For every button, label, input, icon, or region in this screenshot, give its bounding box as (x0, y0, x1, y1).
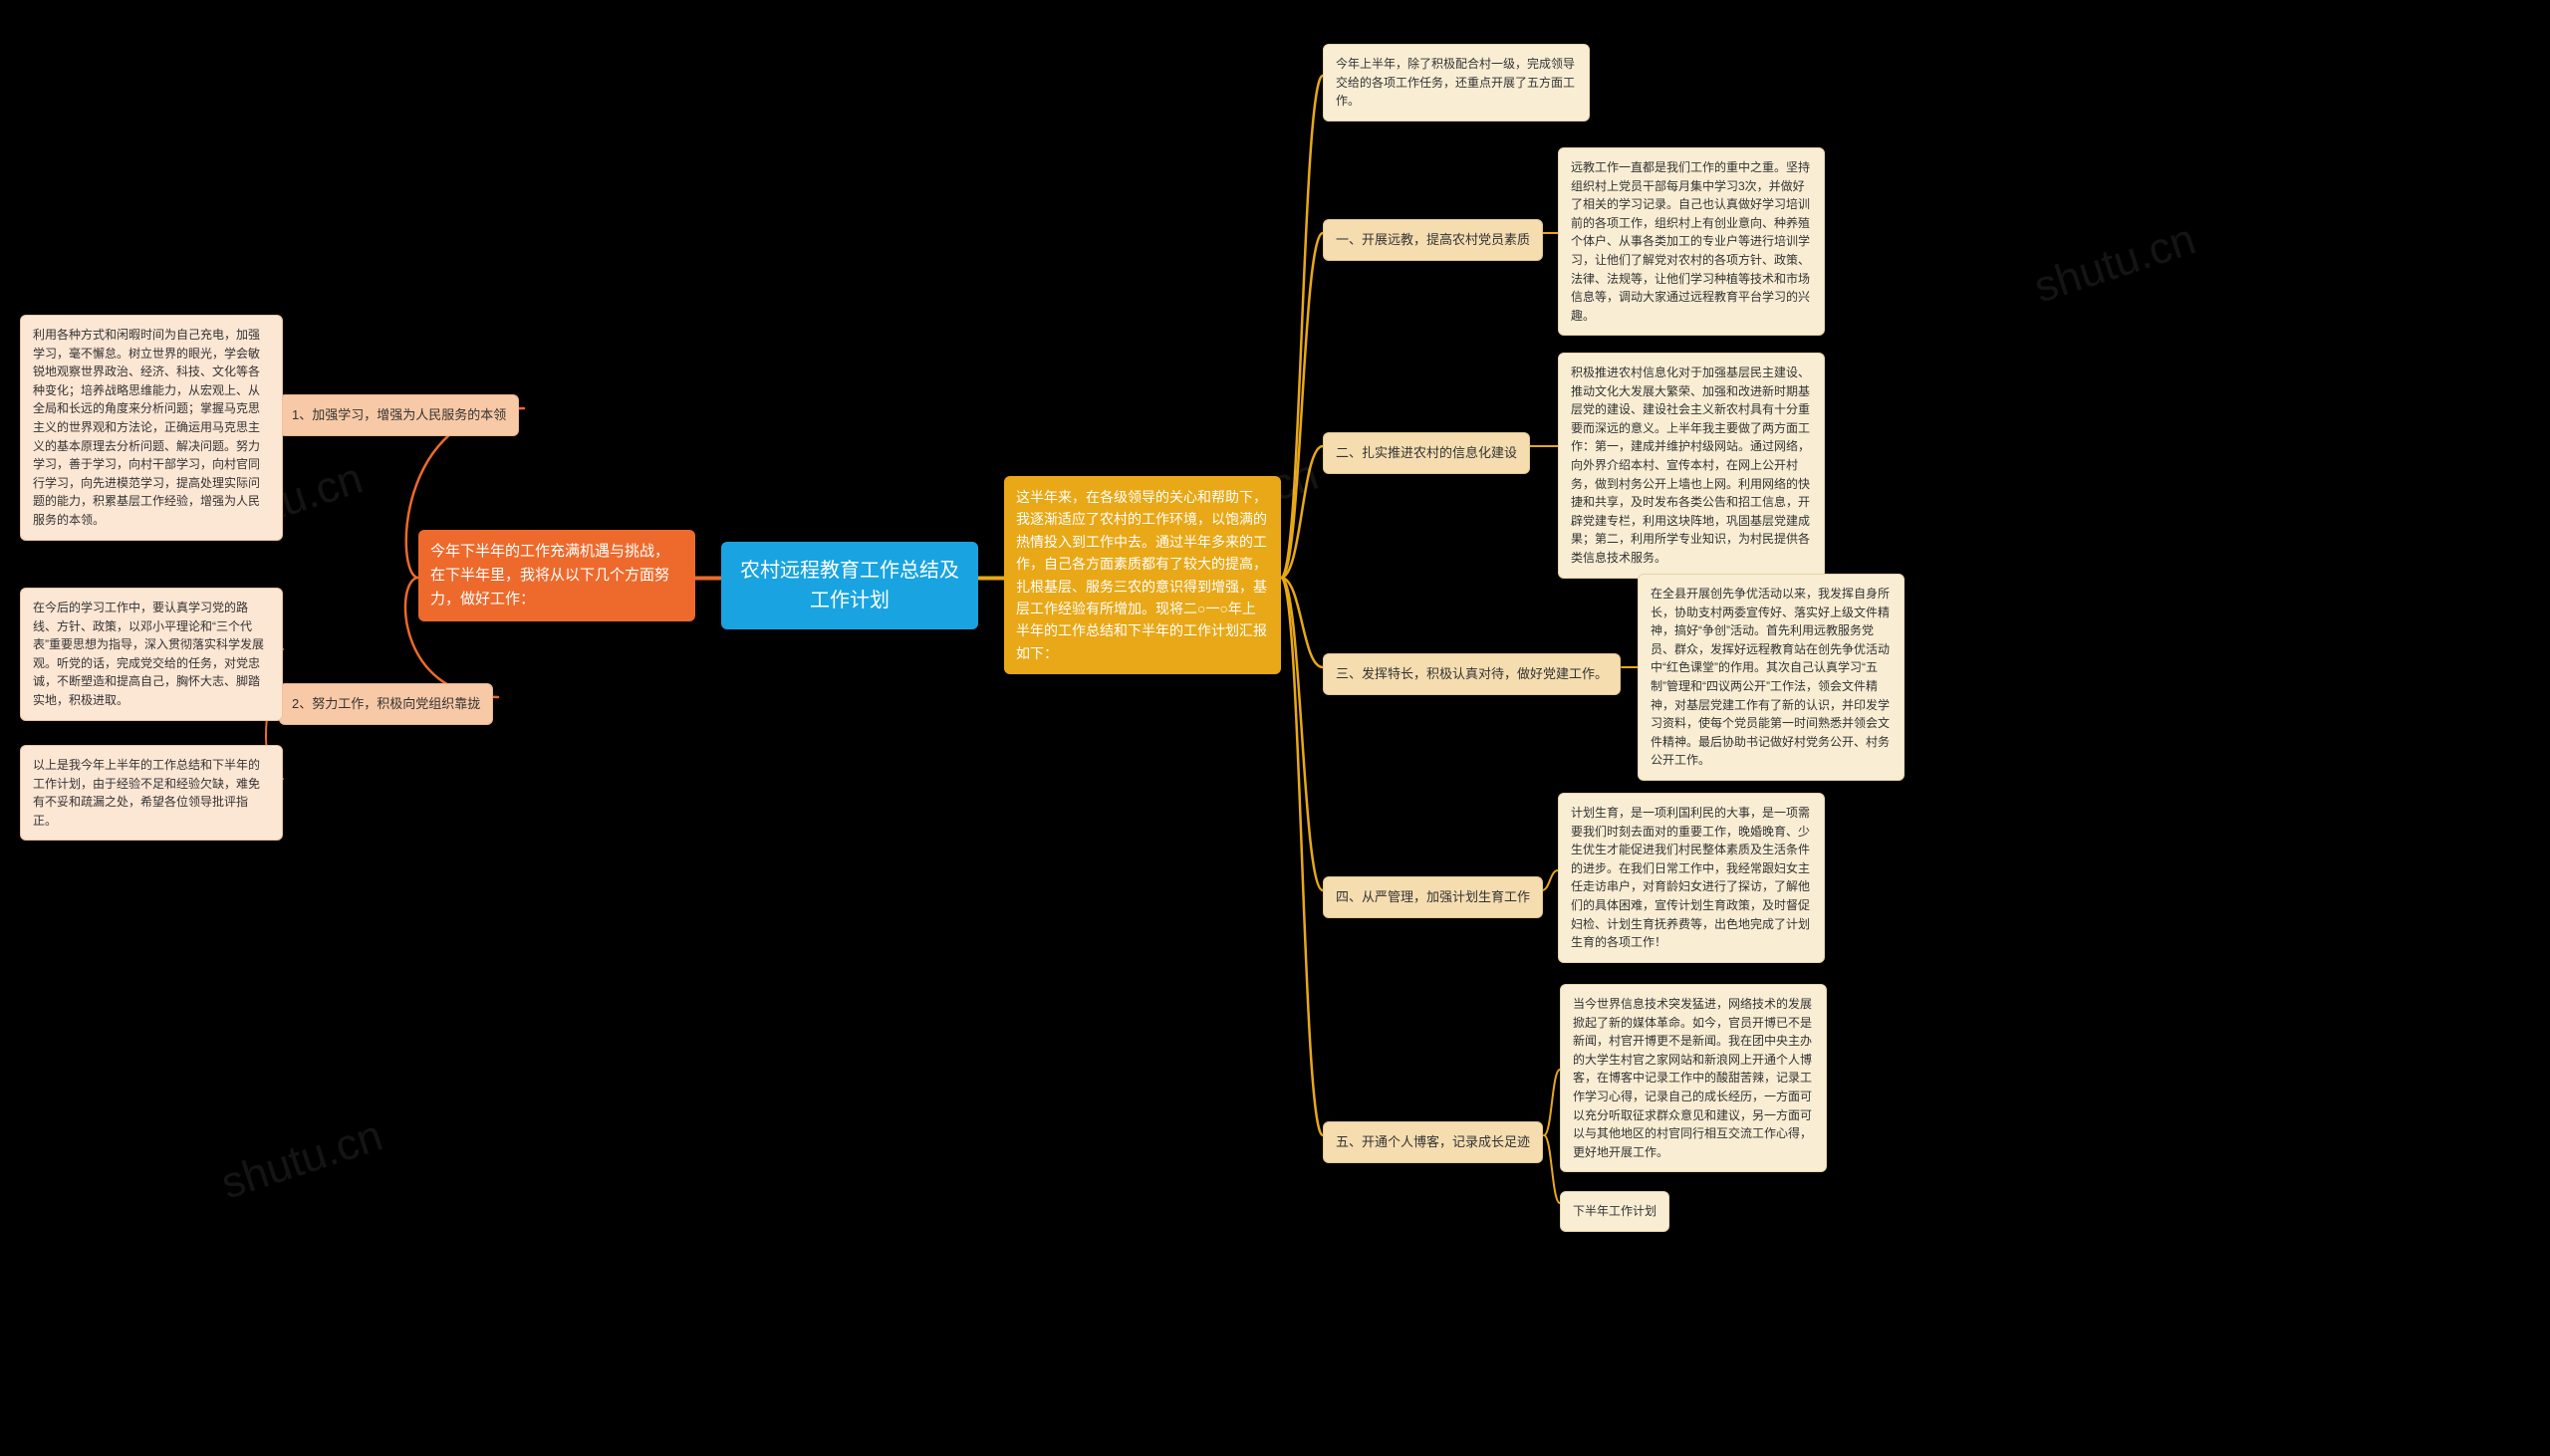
right-branch-5[interactable]: 五、开通个人博客，记录成长足迹 (1323, 1121, 1543, 1163)
left-branch-2[interactable]: 2、努力工作，积极向党组织靠拢 (279, 683, 493, 725)
right-root-node[interactable]: 这半年来，在各级领导的关心和帮助下，我逐渐适应了农村的工作环境，以饱满的热情投入… (1004, 476, 1281, 674)
right-intro-leaf[interactable]: 今年上半年，除了积极配合村一级，完成领导交给的各项工作任务，还重点开展了五方面工… (1323, 44, 1590, 121)
right-branch-2-leaf-1[interactable]: 积极推进农村信息化对于加强基层民主建设、推动文化大发展大繁荣、加强和改进新时期基… (1558, 353, 1825, 579)
watermark: shutu.cn (215, 1111, 388, 1210)
right-branch-5-leaf-2[interactable]: 下半年工作计划 (1560, 1191, 1669, 1232)
left-branch-2-leaf-2[interactable]: 以上是我今年上半年的工作总结和下半年的工作计划，由于经验不足和经验欠缺，难免有不… (20, 745, 283, 841)
right-branch-1[interactable]: 一、开展远教，提高农村党员素质 (1323, 219, 1543, 261)
left-branch-1[interactable]: 1、加强学习，增强为人民服务的本领 (279, 394, 519, 436)
right-branch-5-leaf-1[interactable]: 当今世界信息技术突发猛进，网络技术的发展掀起了新的媒体革命。如今，官员开博已不是… (1560, 984, 1827, 1172)
right-branch-4-leaf-1[interactable]: 计划生育，是一项利国利民的大事，是一项需要我们时刻去面对的重要工作，晚婚晚育、少… (1558, 793, 1825, 963)
right-branch-3-leaf-1[interactable]: 在全县开展创先争优活动以来，我发挥自身所长，协助支村两委宣传好、落实好上级文件精… (1638, 574, 1905, 781)
left-branch-1-leaf-1[interactable]: 利用各种方式和闲暇时间为自己充电，加强学习，毫不懈怠。树立世界的眼光，学会敏锐地… (20, 315, 283, 541)
center-node[interactable]: 农村远程教育工作总结及工作计划 (721, 542, 978, 629)
left-branch-2-leaf-1[interactable]: 在今后的学习工作中，要认真学习党的路线、方针、政策，以邓小平理论和“三个代表”重… (20, 588, 283, 721)
left-root-node[interactable]: 今年下半年的工作充满机遇与挑战，在下半年里，我将从以下几个方面努力，做好工作： (418, 530, 695, 621)
link-layer (0, 0, 2550, 1456)
right-branch-4[interactable]: 四、从严管理，加强计划生育工作 (1323, 876, 1543, 918)
right-branch-1-leaf-1[interactable]: 远教工作一直都是我们工作的重中之重。坚持组织村上党员干部每月集中学习3次，并做好… (1558, 147, 1825, 336)
watermark: shutu.cn (2028, 215, 2201, 314)
right-branch-2[interactable]: 二、扎实推进农村的信息化建设 (1323, 432, 1530, 474)
right-branch-3[interactable]: 三、发挥特长，积极认真对待，做好党建工作。 (1323, 653, 1621, 695)
